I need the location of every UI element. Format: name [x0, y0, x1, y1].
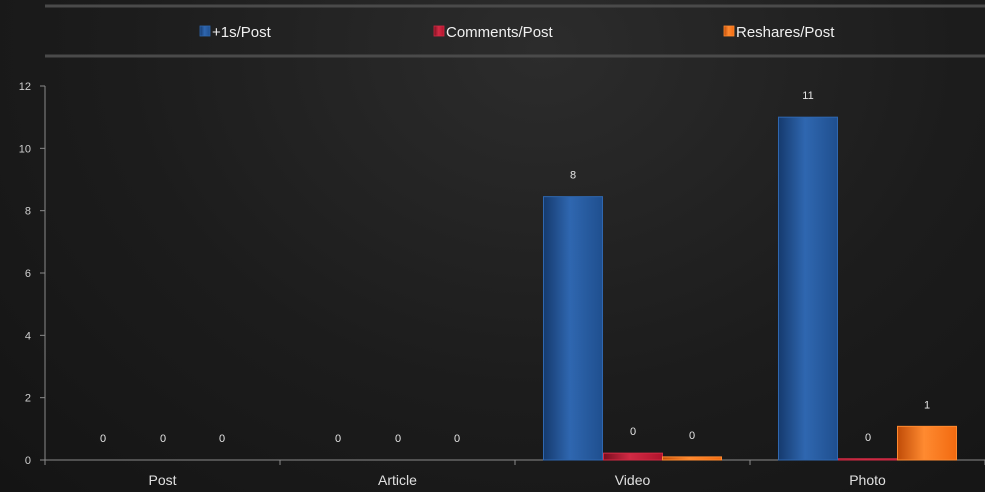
data-label: 0 [335, 433, 341, 445]
data-labels: 0 0 8 11 0 0 0 0 0 0 0 1 [100, 90, 930, 445]
bar [543, 196, 603, 461]
legend-label: Reshares/Post [736, 24, 835, 41]
y-tick-label: 6 [25, 268, 31, 280]
legend-label: Comments/Post [446, 24, 554, 41]
y-tick-label: 10 [19, 143, 31, 155]
data-label: 8 [570, 170, 576, 182]
data-label: 0 [454, 433, 460, 445]
x-tick-label: Photo [849, 472, 886, 488]
legend-swatch [433, 25, 445, 37]
legend-item: +1s/Post [199, 24, 272, 41]
y-tick-label: 4 [25, 330, 31, 342]
legend-item: Reshares/Post [723, 24, 835, 41]
data-label: 0 [219, 433, 225, 445]
x-tick-label: Video [615, 472, 651, 488]
data-label: 0 [100, 433, 106, 445]
legend-item: Comments/Post [433, 24, 554, 41]
x-tick-label: Article [378, 472, 417, 488]
bar [662, 456, 722, 461]
legend-swatch [723, 25, 735, 37]
data-label: 0 [865, 432, 871, 444]
y-tick-label: 12 [19, 81, 31, 93]
bar [838, 458, 898, 461]
bar [897, 425, 957, 461]
data-label: 11 [802, 90, 813, 102]
data-label: 0 [630, 426, 636, 438]
legend-frame [45, 4, 985, 58]
legend-label: +1s/Post [212, 24, 272, 41]
data-label: 0 [160, 433, 166, 445]
data-label: 0 [689, 430, 695, 442]
x-tick-label: Post [148, 472, 176, 488]
bar [603, 452, 663, 461]
bar [778, 116, 838, 461]
y-tick-label: 8 [25, 206, 31, 218]
data-label: 1 [924, 399, 930, 411]
y-tick-label: 2 [25, 393, 31, 405]
legend-swatch [199, 25, 211, 37]
bars [543, 116, 957, 461]
data-label: 0 [395, 433, 401, 445]
legend: +1s/Post Comments/Post Reshares/Post [199, 24, 835, 41]
y-tick-label: 0 [25, 455, 31, 467]
